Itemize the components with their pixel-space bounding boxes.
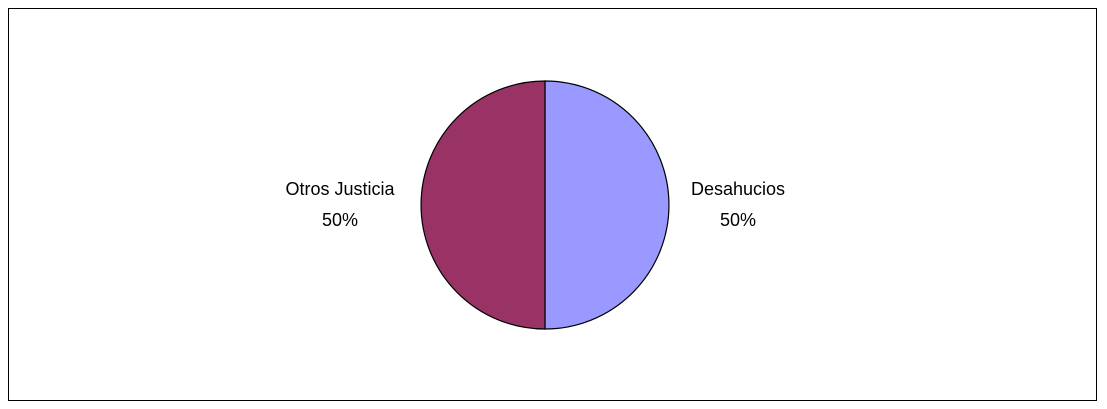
slice-percent-otros-justicia: 50% — [322, 210, 358, 230]
slice-percent-desahucios: 50% — [720, 210, 756, 230]
slice-label-otros-justicia: Otros Justicia — [285, 179, 395, 199]
pie-slice-otros-justicia — [420, 80, 546, 330]
pie-slice-desahucios — [544, 80, 670, 330]
pie-slices — [420, 80, 670, 330]
slice-label-desahucios: Desahucios — [691, 179, 785, 199]
